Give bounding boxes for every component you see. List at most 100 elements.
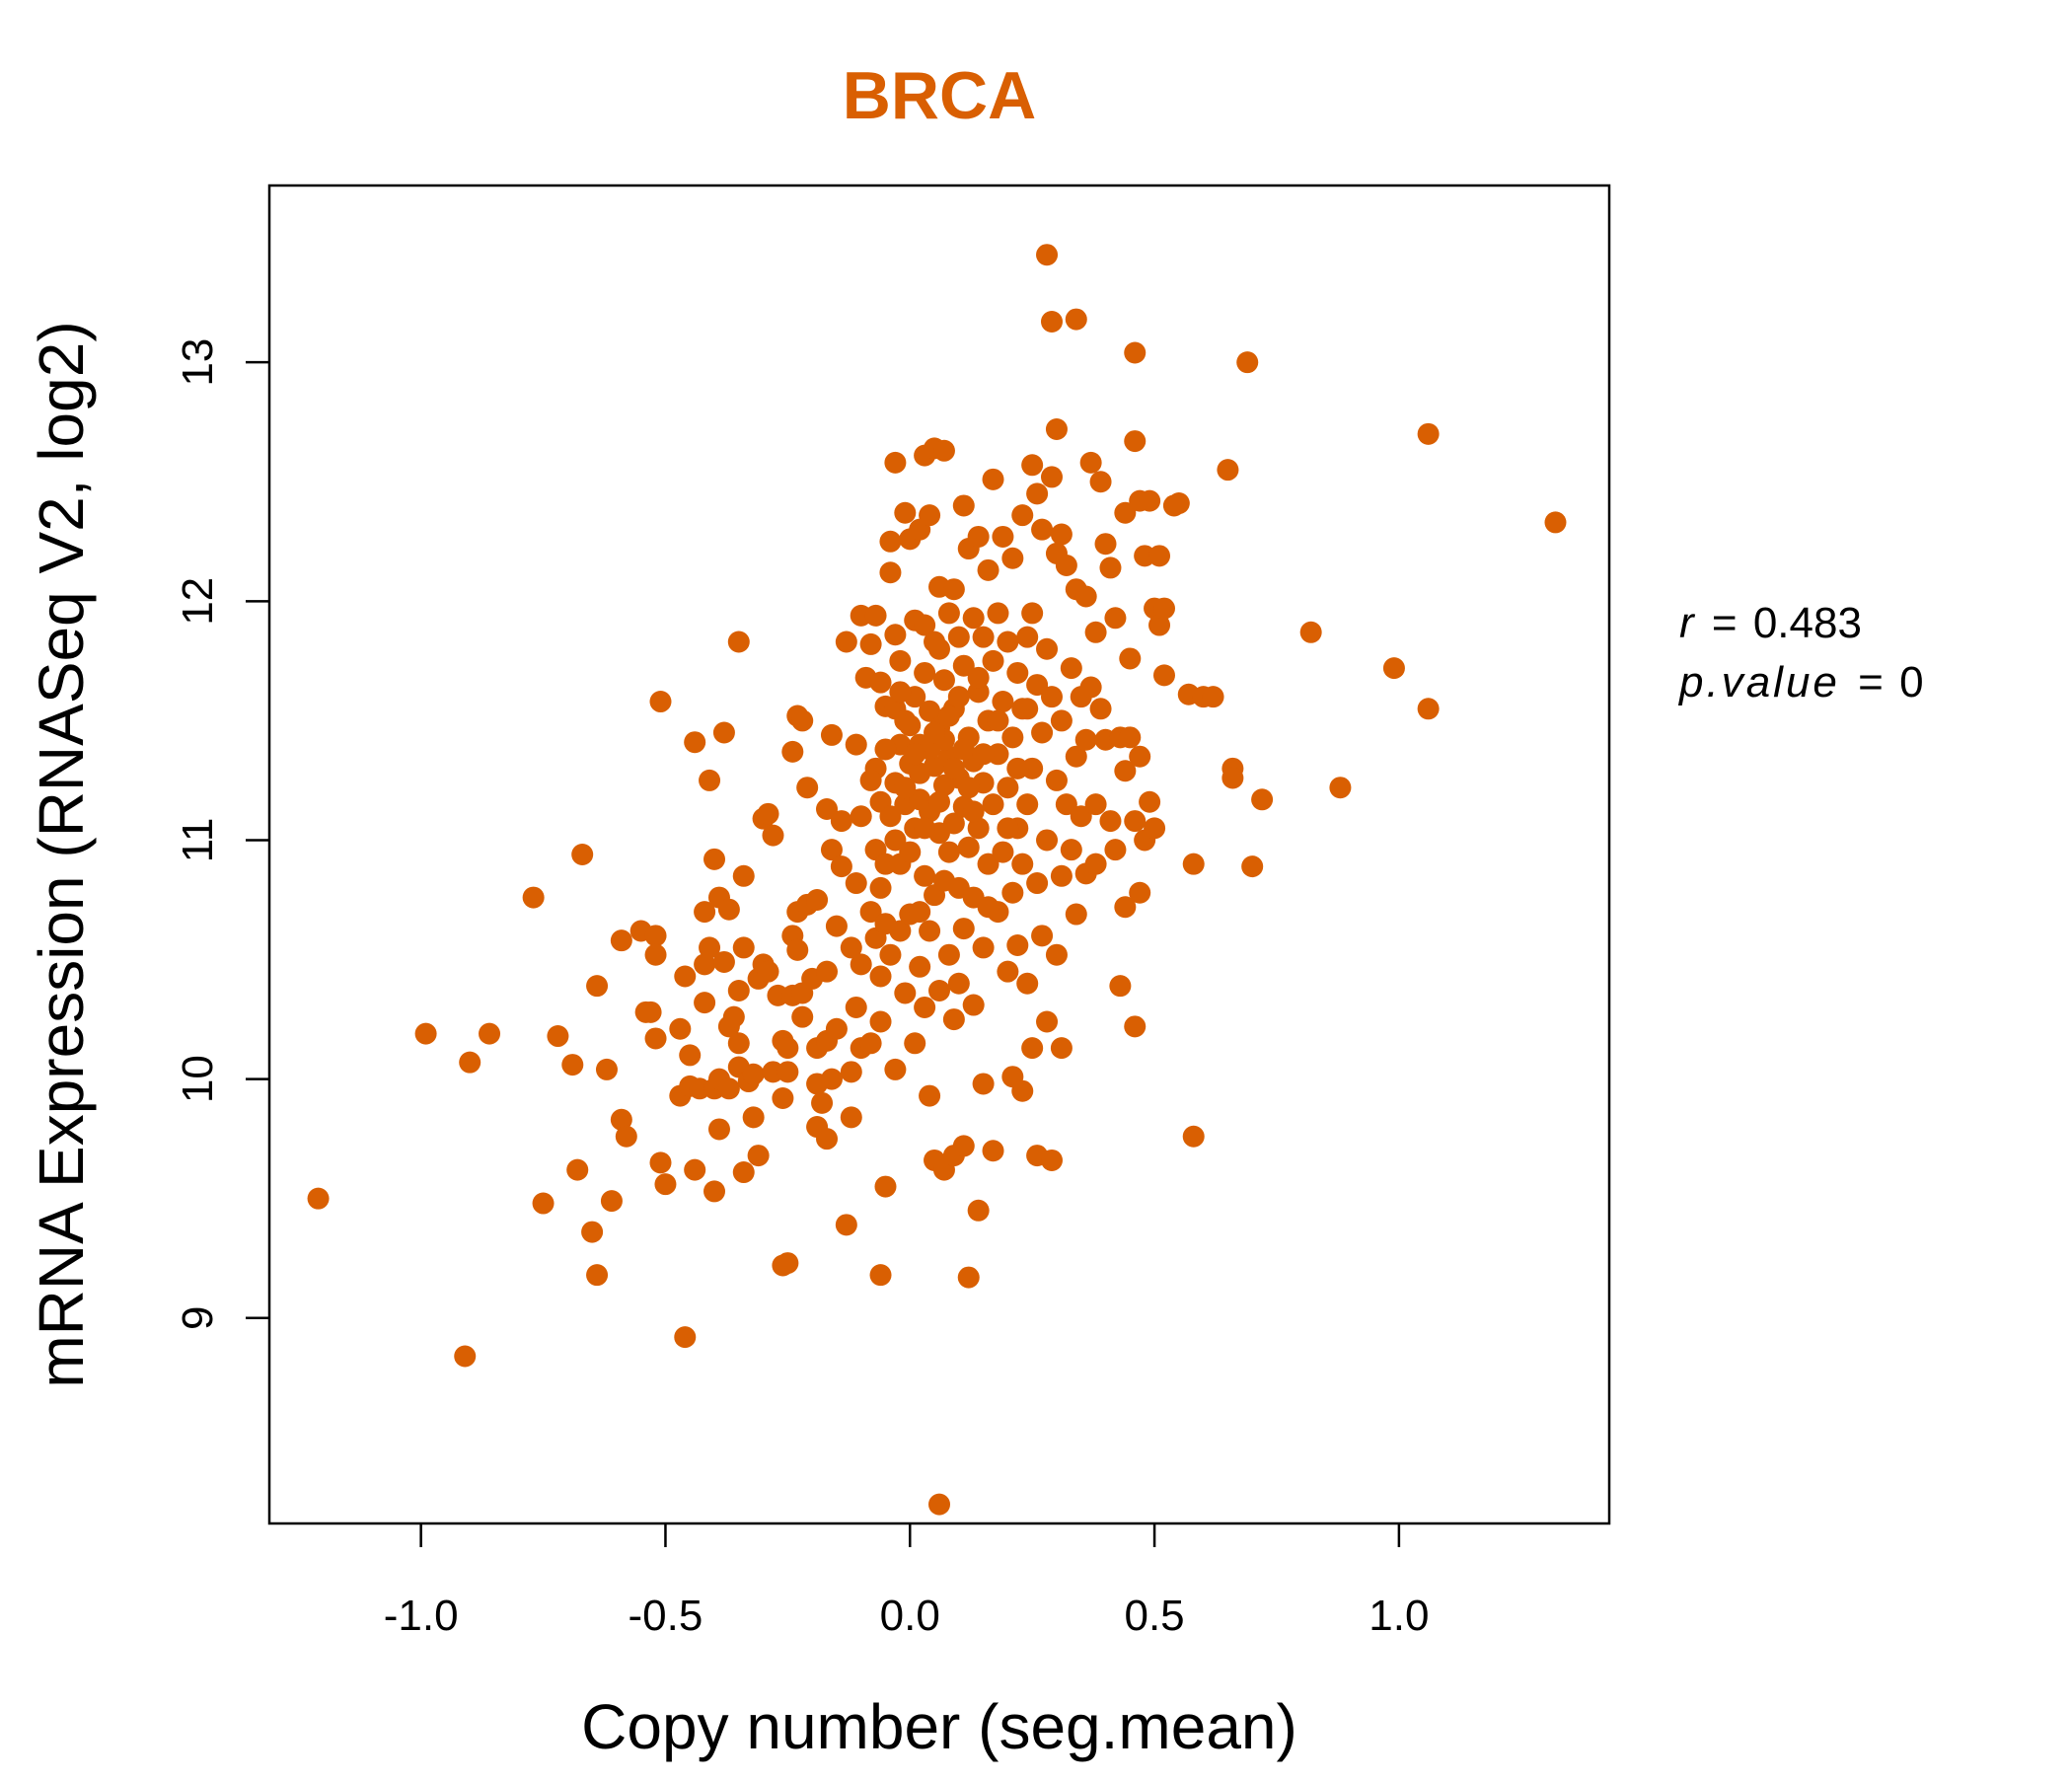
data-point [957,777,980,799]
data-point [919,504,941,527]
data-point [987,709,1009,732]
data-point [850,953,872,976]
data-point [649,1151,672,1174]
data-point [992,841,1014,863]
data-point [879,561,902,584]
data-point [967,666,990,689]
data-point [806,889,829,912]
y-tick-label: 9 [174,1306,222,1330]
data-point [845,872,867,895]
data-point [459,1051,481,1074]
data-point [1011,504,1034,527]
data-point [1114,501,1137,524]
data-point [835,1214,857,1236]
data-point [840,1061,862,1083]
data-point [694,992,716,1014]
data-point [742,1063,765,1085]
data-point [772,1086,794,1109]
data-point [914,864,936,887]
data-point [722,1005,745,1028]
data-point [571,844,594,865]
data-point [1001,726,1024,749]
data-point [561,1054,584,1076]
data-point [869,1264,892,1287]
y-tick-label: 11 [174,818,222,863]
data-point [1006,661,1029,684]
data-point [1006,934,1029,957]
data-point [777,1252,799,1275]
data-point [1202,686,1224,708]
plot-frame [267,184,1611,1525]
data-point [1055,793,1077,816]
data-point [816,1128,839,1150]
data-point [937,943,960,966]
data-point [952,1135,975,1157]
data-point [909,955,931,978]
data-point [1152,597,1175,620]
data-point [928,637,950,660]
data-point [639,1001,662,1023]
data-point [600,1190,623,1213]
data-point [786,938,809,961]
data-point [1045,417,1068,440]
data-point [1129,881,1151,904]
x-tick-label: 0.0 [880,1592,940,1640]
x-axis: -1.0 -0.5 0.0 0.5 1.0 [384,1523,1429,1640]
data-point [859,632,882,655]
data-point [1026,872,1049,895]
data-point [889,649,912,672]
data-point [952,654,975,677]
data-point [919,1084,941,1107]
data-point [967,525,990,548]
data-point [1016,626,1039,648]
data-point [1109,975,1132,998]
data-point [1026,482,1049,505]
y-tick-label: 12 [174,577,222,626]
data-point [952,918,975,940]
data-point [820,839,843,861]
data-point [942,812,965,835]
data-point [972,1073,995,1095]
data-point [1104,607,1127,630]
data-point [904,743,926,766]
data-point [937,602,960,625]
p-annotation: p.value = 0 [1677,658,1924,706]
data-point [962,994,985,1016]
data-point [757,960,779,983]
data-point [942,757,965,779]
data-point [977,558,999,581]
y-tick-label: 13 [174,338,222,387]
data-point [727,980,750,1002]
data-point [845,733,867,756]
data-point [1040,466,1063,488]
data-point [1221,767,1244,789]
data-point [581,1221,604,1243]
data-point [840,1106,862,1129]
data-point [830,855,852,878]
data-point [952,738,975,761]
data-point [1089,698,1112,720]
data-point [732,936,755,959]
data-point [747,1145,770,1167]
data-point [947,686,970,708]
data-point [928,980,950,1002]
data-point [532,1192,555,1215]
data-point [712,950,735,973]
data-point [972,743,995,766]
data-point [1114,896,1137,919]
data-point [454,1345,477,1368]
data-point [997,631,1019,653]
data-point [727,1032,750,1055]
data-point [699,936,721,959]
data-point [1065,308,1087,331]
data-point [1079,451,1102,474]
data-point [707,1118,730,1141]
data-point [987,602,1009,625]
data-point [982,793,1004,816]
data-point [811,1091,834,1114]
x-tick-label: -0.5 [629,1592,703,1640]
data-point [932,439,955,462]
data-point [1040,311,1063,334]
data-point [982,1140,1004,1162]
